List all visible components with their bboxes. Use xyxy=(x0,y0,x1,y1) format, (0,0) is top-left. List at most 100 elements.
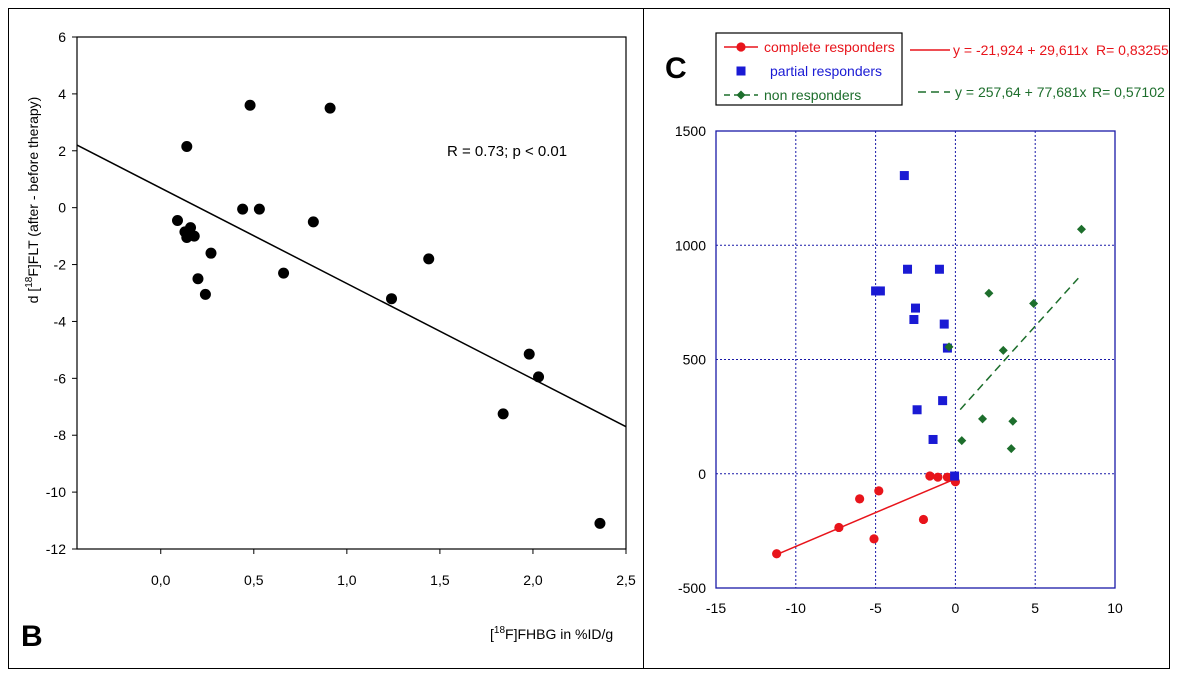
data-point xyxy=(933,472,943,482)
x-tick-label: 2,5 xyxy=(616,572,636,588)
data-point xyxy=(244,99,256,111)
equation-complete: y = -21,924 + 29,611x xyxy=(953,42,1088,58)
y-tick-label: -6 xyxy=(54,370,67,386)
data-point xyxy=(978,414,988,424)
y-tick-label: -12 xyxy=(46,541,66,557)
y-tick-label: -4 xyxy=(54,313,67,329)
panel-c-label: C xyxy=(665,52,687,85)
data-point xyxy=(875,286,885,296)
legend-box xyxy=(715,32,903,106)
x-tick-label: 5 xyxy=(1031,600,1039,616)
x-tick-label: 2,0 xyxy=(523,572,543,588)
legend-marker xyxy=(736,66,746,76)
x-tick-label: 1,5 xyxy=(430,572,450,588)
legend-label: non responders xyxy=(764,87,861,103)
data-point xyxy=(181,141,193,153)
y-tick-label: -500 xyxy=(678,580,706,596)
data-point xyxy=(497,408,509,420)
data-point xyxy=(1076,224,1086,234)
y-tick-label: 6 xyxy=(58,29,66,45)
data-point xyxy=(918,514,929,525)
r-value-complete: R= 0,83255 xyxy=(1096,42,1169,58)
panel-c-equations: y = -21,924 + 29,611x R= 0,83255 y = 257… xyxy=(910,42,1169,100)
data-point xyxy=(939,319,949,329)
y-tick-label: -2 xyxy=(54,257,67,273)
x-tick-label: 0,5 xyxy=(244,572,264,588)
panel-c-legend: complete responders partial responders non… xyxy=(715,32,903,106)
data-point xyxy=(911,303,920,313)
y-tick-label: 500 xyxy=(683,352,707,368)
x-tick-label: 0,0 xyxy=(151,572,171,588)
x-tick-label: -10 xyxy=(786,600,806,616)
panel-b-chart: 6 4 2 0 -2 -4 -6 -8 -10 -12 0,0 0,5 1,0 1,5 2,0 2,5 R =… xyxy=(21,29,636,653)
data-point xyxy=(957,436,967,446)
legend-marker xyxy=(736,90,746,100)
y-tick-label: 1000 xyxy=(675,237,706,253)
data-point xyxy=(278,267,290,279)
data-point xyxy=(984,288,994,298)
legend-label: partial responders xyxy=(770,63,882,79)
y-tick-label: 1500 xyxy=(675,123,706,139)
y-tick-label: -10 xyxy=(46,484,66,500)
data-point xyxy=(928,434,938,444)
data-point xyxy=(998,345,1008,355)
data-point xyxy=(899,171,909,181)
y-tick-label: 4 xyxy=(58,86,66,102)
data-point xyxy=(1029,299,1039,309)
data-point xyxy=(523,348,535,360)
panel-b-data-points xyxy=(171,99,606,529)
panel-b-y-axis-title: d [18F]FLT (after - before therapy) xyxy=(24,97,41,304)
x-tick-label: -5 xyxy=(869,600,882,616)
panel-c-axis-ticks: 1500 1000 500 0 -500-15 -10 -5 0 5 10 xyxy=(675,123,1123,616)
x-tick-label: -15 xyxy=(706,600,726,616)
data-point xyxy=(237,203,249,215)
panel-c-grid xyxy=(716,131,1115,588)
r-value-non: R= 0,57102 xyxy=(1092,84,1165,100)
data-point xyxy=(192,273,204,285)
panel-b-annotation: R = 0.73; p < 0.01 xyxy=(447,143,567,160)
x-tick-label: 1,0 xyxy=(337,572,357,588)
panel-c-plot-area xyxy=(715,130,1116,589)
panel-c-chart: 1500 1000 500 0 -500-15 -10 -5 0 5 10 C complete … xyxy=(665,32,1169,616)
data-point xyxy=(944,342,954,352)
equation-non: y = 257,64 + 77,681x xyxy=(955,84,1087,100)
y-tick-label: -8 xyxy=(54,427,67,443)
data-point xyxy=(253,203,265,215)
data-point xyxy=(205,247,217,259)
panel-c-data-points xyxy=(772,171,1086,559)
data-point xyxy=(324,102,336,114)
x-tick-label: 0 xyxy=(952,600,960,616)
data-point xyxy=(772,549,782,559)
data-point xyxy=(533,371,545,383)
data-point xyxy=(855,494,865,504)
figure-frame xyxy=(8,8,1170,669)
legend-marker xyxy=(736,42,746,52)
data-point xyxy=(925,471,935,481)
data-point xyxy=(874,486,884,496)
data-point xyxy=(423,253,435,265)
data-point xyxy=(938,396,948,406)
panel-b-axis-ticks: 6 4 2 0 -2 -4 -6 -8 -10 -12 0,0 0,5 1,0 1,5 2,0 2,5 xyxy=(46,29,636,588)
data-point xyxy=(950,471,960,481)
legend-label: complete responders xyxy=(764,39,895,55)
data-point xyxy=(188,230,200,242)
x-tick-label: 10 xyxy=(1107,600,1123,616)
regression-line xyxy=(776,478,956,556)
data-point xyxy=(594,517,606,529)
panel-c-regression-lines xyxy=(776,277,1079,556)
data-point xyxy=(185,222,197,234)
y-tick-label: 0 xyxy=(698,466,706,482)
data-point xyxy=(199,288,211,300)
data-point xyxy=(909,315,919,325)
data-point xyxy=(1008,416,1018,426)
data-point xyxy=(307,216,319,228)
data-point xyxy=(171,214,183,226)
legend-items: complete responders partial responders non… xyxy=(724,39,895,103)
y-tick-label: 0 xyxy=(58,200,66,216)
data-point xyxy=(1006,444,1016,454)
data-point xyxy=(871,286,881,296)
panel-b-x-axis-title: [18F]FHBG in %ID/g xyxy=(490,625,613,642)
data-point xyxy=(869,534,879,544)
data-point xyxy=(834,522,844,533)
